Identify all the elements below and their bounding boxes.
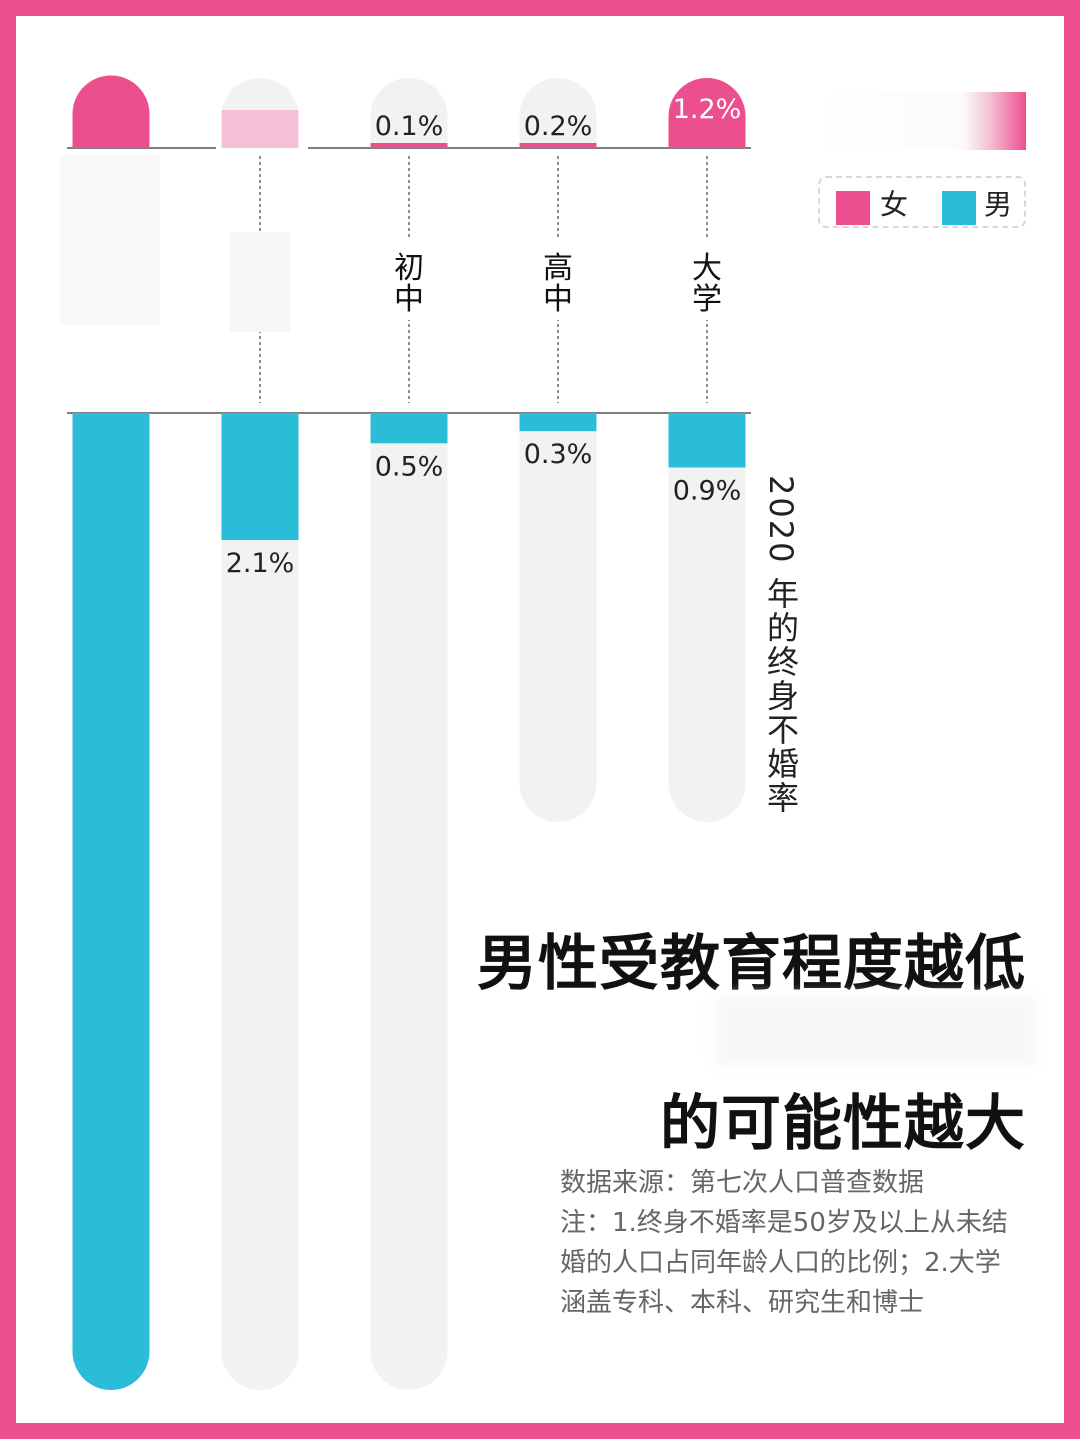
female-bar-4 [668,78,746,148]
headline-line1: 男性受教育程度越低 [477,929,1026,999]
male-bar-0-full [72,413,150,1390]
category-label-blurred-1 [230,232,290,332]
female-track-2 [370,78,448,148]
category-label-bg-3 [536,240,580,320]
legend: 女 男 [818,176,1026,228]
legend-label-female: 女 [880,188,909,221]
male-value-label-4: 0.9% [673,475,742,506]
male-bar-1 [221,413,299,541]
headline-line2: 的可能性越大 [660,1089,1026,1159]
female-value-label-3: 0.2% [524,111,593,142]
legend-label-male: 男 [984,188,1013,221]
blurred-legend-area [816,92,1026,150]
footnote-line-3: 涵盖专科、本科、研究生和博士 [560,1288,925,1318]
female-bar-2 [370,143,448,148]
male-value-label-3: 0.3% [524,439,593,470]
category-label-bg-4 [685,240,729,320]
legend-swatch-female [836,191,870,225]
blurred-headline-area [715,995,1035,1065]
category-label-4-char-0: 大 [692,251,722,286]
source-note: 数据来源：第七次人口普查数据 [560,1168,925,1198]
male-bar-4 [668,413,746,468]
footnote-line-2: 婚的人口占同年龄人口的比例；2.大学 [560,1248,1001,1278]
male-bar-2 [370,413,448,444]
category-label-3-char-1: 中 [543,282,573,317]
category-label-blurred-0 [60,155,160,325]
category-label-4-char-1: 学 [692,282,722,317]
side-title: 2020 年的终身不婚率 [762,475,800,815]
male-track-4 [668,413,746,822]
footnote-line-1: 注：1.终身不婚率是50岁及以上从未结 [560,1208,1008,1238]
female-value-label-2: 0.1% [375,111,444,142]
category-label-bg-2 [387,240,431,320]
category-label-2-char-0: 初 [394,251,424,286]
male-value-label-2: 0.5% [375,451,444,482]
male-track-3 [519,413,597,822]
male-value-label-1: 2.1% [226,548,295,579]
female-track-3 [519,78,597,148]
male-track-2 [370,413,448,1390]
category-label-3-char-0: 高 [543,251,573,286]
category-label-2-char-1: 中 [394,282,424,317]
female-bar-3 [519,143,597,148]
male-bar-3 [519,413,597,432]
male-track-1 [221,413,299,1390]
legend-swatch-male [942,191,976,225]
female-bar-blurred-1 [221,110,299,148]
female-bar-blurred-0 [72,75,150,148]
notes: 数据来源：第七次人口普查数据 注：1.终身不婚率是50岁及以上从未结 婚的人口占… [560,1163,1040,1323]
female-value-label-4: 1.2% [673,94,742,125]
